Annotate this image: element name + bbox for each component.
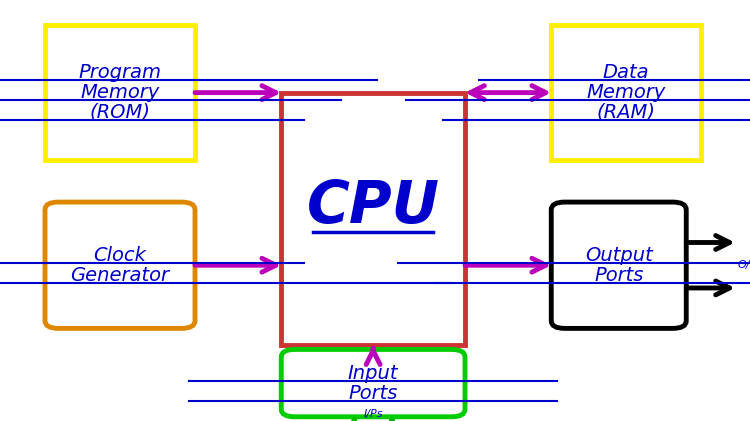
Text: Data: Data <box>603 63 650 83</box>
Text: CPU: CPU <box>307 178 440 235</box>
Bar <box>551 25 701 160</box>
Text: Memory: Memory <box>80 83 160 102</box>
Bar <box>45 25 195 160</box>
Text: Memory: Memory <box>586 83 666 102</box>
Text: Ports: Ports <box>594 266 644 285</box>
FancyBboxPatch shape <box>281 349 465 417</box>
Text: I/Ps: I/Ps <box>363 409 382 419</box>
Text: Clock: Clock <box>94 246 146 265</box>
Text: Input: Input <box>348 364 398 383</box>
Text: Ports: Ports <box>349 384 398 402</box>
Text: Program: Program <box>79 63 161 83</box>
Text: Generator: Generator <box>70 266 170 285</box>
Bar <box>281 93 465 345</box>
FancyBboxPatch shape <box>45 202 195 328</box>
Text: O/Ps: O/Ps <box>737 260 750 270</box>
Text: (ROM): (ROM) <box>89 103 151 122</box>
Text: Output: Output <box>585 246 652 265</box>
Text: (RAM): (RAM) <box>597 103 656 122</box>
FancyBboxPatch shape <box>551 202 686 328</box>
